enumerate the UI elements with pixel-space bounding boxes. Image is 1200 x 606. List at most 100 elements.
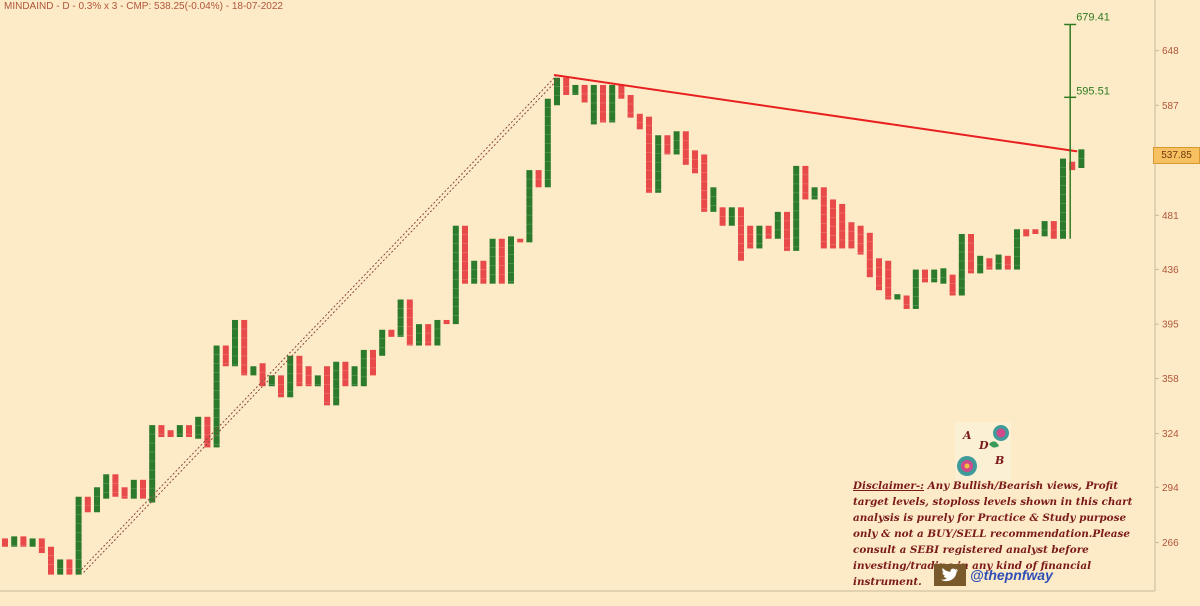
brick-down — [747, 225, 754, 249]
brick-down — [636, 113, 643, 130]
brick-down — [121, 487, 128, 499]
brick-down — [830, 199, 836, 249]
y-tick-label: 587 — [1162, 101, 1179, 112]
brick-down — [1023, 229, 1030, 237]
twitter-handle-block[interactable]: @thepnfway — [934, 564, 1053, 586]
brick-up — [57, 559, 64, 575]
chart-title: MINDAIND - D - 0.3% x 3 - CMP: 538.25(-0… — [4, 1, 283, 12]
brick-up — [176, 425, 183, 438]
brick-up — [609, 84, 616, 123]
twitter-handle[interactable]: @thepnfway — [970, 567, 1053, 583]
y-tick-label: 395 — [1162, 320, 1179, 331]
brick-up — [314, 375, 321, 387]
brick-up — [213, 345, 220, 448]
brick-down — [38, 538, 45, 554]
brick-down — [498, 238, 505, 284]
brick-down — [112, 474, 119, 497]
brick-down — [259, 363, 266, 387]
brick-down — [443, 319, 450, 325]
brick-down — [342, 361, 349, 387]
disclaimer-body: Any Bullish/Bearish views, Profit target… — [853, 480, 1133, 588]
logo-letter-d: D — [978, 439, 989, 452]
disclaimer-lead: Disclaimer-: — [853, 480, 924, 492]
brick-down — [885, 260, 892, 300]
brick-down — [167, 430, 174, 438]
brick-up — [287, 355, 294, 398]
overlay-lines: 679.41 595.51 — [78, 11, 1110, 573]
brick-up — [130, 479, 137, 499]
disclaimer-text: Disclaimer-: Any Bullish/Bearish views, … — [853, 478, 1153, 590]
brick-down — [20, 536, 27, 547]
brick-down — [949, 274, 956, 296]
mandala-logo-icon: A D B — [955, 422, 1011, 480]
brick-up — [958, 233, 965, 296]
brick-up — [397, 299, 404, 337]
brick-down — [140, 479, 146, 499]
brick-up — [103, 474, 110, 499]
brick-up — [940, 268, 947, 284]
brick-down — [848, 222, 855, 249]
y-tick-label: 324 — [1162, 429, 1179, 440]
brick-down — [1004, 255, 1011, 270]
brick-down — [968, 233, 974, 274]
current-price-tag: 537.85 — [1153, 147, 1200, 164]
brick-up — [1060, 158, 1066, 239]
brick-up — [94, 487, 100, 513]
y-tick-label: 358 — [1162, 374, 1179, 385]
brick-down — [84, 496, 91, 513]
brick-down — [903, 295, 910, 309]
logo-letter-b: B — [994, 454, 1004, 467]
brick-up — [471, 260, 478, 284]
brick-down — [305, 366, 312, 387]
brick-down — [1050, 221, 1057, 239]
brick-down — [406, 299, 413, 346]
brick-up — [710, 187, 717, 212]
brick-up — [489, 238, 496, 284]
twitter-bird-icon — [934, 564, 966, 586]
brick-down — [278, 375, 284, 398]
brick-up — [793, 165, 800, 251]
y-axis: 266 294 324 358 395 436 481 587 648 — [0, 0, 1179, 592]
brick-down — [922, 269, 928, 283]
brick-up — [250, 366, 257, 376]
brick-down — [462, 225, 468, 284]
resistance-trendline — [553, 74, 1078, 153]
brick-down — [692, 150, 698, 174]
brick-up — [728, 207, 735, 226]
brick-up — [508, 236, 514, 284]
brick-up — [452, 225, 459, 325]
target-high-label: 679.41 — [1076, 11, 1110, 23]
brick-up — [655, 135, 662, 193]
brick-down — [986, 258, 993, 270]
projection-line — [78, 74, 558, 573]
brick-down — [563, 77, 570, 96]
target-mid-label: 595.51 — [1076, 85, 1110, 97]
brick-up — [526, 170, 533, 243]
brick-up — [995, 254, 1002, 270]
brick-down — [1069, 161, 1076, 171]
brick-series — [2, 77, 1085, 575]
brick-up — [1078, 149, 1085, 168]
brick-up — [774, 211, 781, 239]
brick-down — [765, 225, 772, 239]
brick-down — [388, 329, 395, 337]
brick-down — [664, 135, 671, 155]
brick-down — [719, 207, 726, 226]
brick-down — [600, 84, 606, 123]
brick-up — [75, 496, 82, 575]
brick-down — [618, 84, 625, 99]
brick-down — [701, 154, 708, 212]
brick-down — [820, 187, 827, 249]
brick-up — [673, 131, 680, 155]
brick-down — [66, 559, 73, 575]
brick-up — [11, 536, 18, 547]
brick-up — [268, 375, 275, 387]
brick-up — [351, 366, 358, 387]
brick-up — [894, 294, 901, 300]
brick-up — [333, 361, 340, 406]
brick-down — [839, 203, 846, 249]
brick-down — [802, 165, 809, 200]
brick-up — [29, 538, 36, 547]
